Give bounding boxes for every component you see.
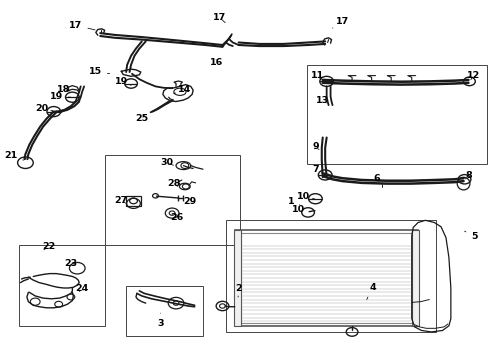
Text: 23: 23 (64, 259, 77, 268)
Text: 8: 8 (464, 171, 471, 180)
Text: 22: 22 (42, 242, 56, 251)
Bar (105, 155, 239, 245)
Bar (234, 230, 417, 326)
Text: 24: 24 (75, 284, 89, 293)
Text: 19: 19 (114, 77, 131, 86)
Text: 28: 28 (166, 179, 180, 188)
Text: 30: 30 (161, 158, 173, 167)
Text: 2: 2 (234, 284, 241, 297)
Text: 21: 21 (4, 151, 23, 160)
Bar (126, 196, 141, 206)
Text: 12: 12 (466, 71, 479, 80)
Text: 17: 17 (212, 13, 225, 23)
Text: 27: 27 (114, 197, 128, 205)
Text: 15: 15 (89, 68, 109, 77)
Text: 6: 6 (372, 174, 379, 183)
Text: 5: 5 (464, 231, 477, 241)
Text: 17: 17 (69, 21, 95, 30)
Bar (19, 245, 105, 326)
Text: 1: 1 (287, 197, 299, 206)
Text: 11: 11 (310, 71, 324, 80)
Text: 9: 9 (311, 143, 318, 152)
Bar (306, 65, 486, 164)
Text: 10: 10 (291, 205, 310, 214)
Text: 14: 14 (173, 85, 191, 94)
Text: 17: 17 (332, 17, 348, 28)
Text: 10: 10 (296, 192, 314, 201)
Bar (240, 233, 412, 323)
Text: 20: 20 (35, 104, 53, 112)
Bar (126, 286, 203, 336)
Bar (411, 230, 418, 326)
Text: 26: 26 (170, 213, 183, 222)
Bar (225, 220, 435, 332)
Text: 4: 4 (366, 283, 375, 300)
Text: 16: 16 (209, 58, 223, 67)
Text: 3: 3 (157, 313, 163, 328)
Bar (233, 230, 240, 326)
Text: 19: 19 (49, 92, 71, 101)
Text: 25: 25 (135, 114, 148, 123)
Text: 7: 7 (311, 165, 322, 174)
Text: 13: 13 (316, 96, 328, 105)
Text: 18: 18 (57, 85, 70, 94)
Text: 29: 29 (183, 197, 196, 206)
